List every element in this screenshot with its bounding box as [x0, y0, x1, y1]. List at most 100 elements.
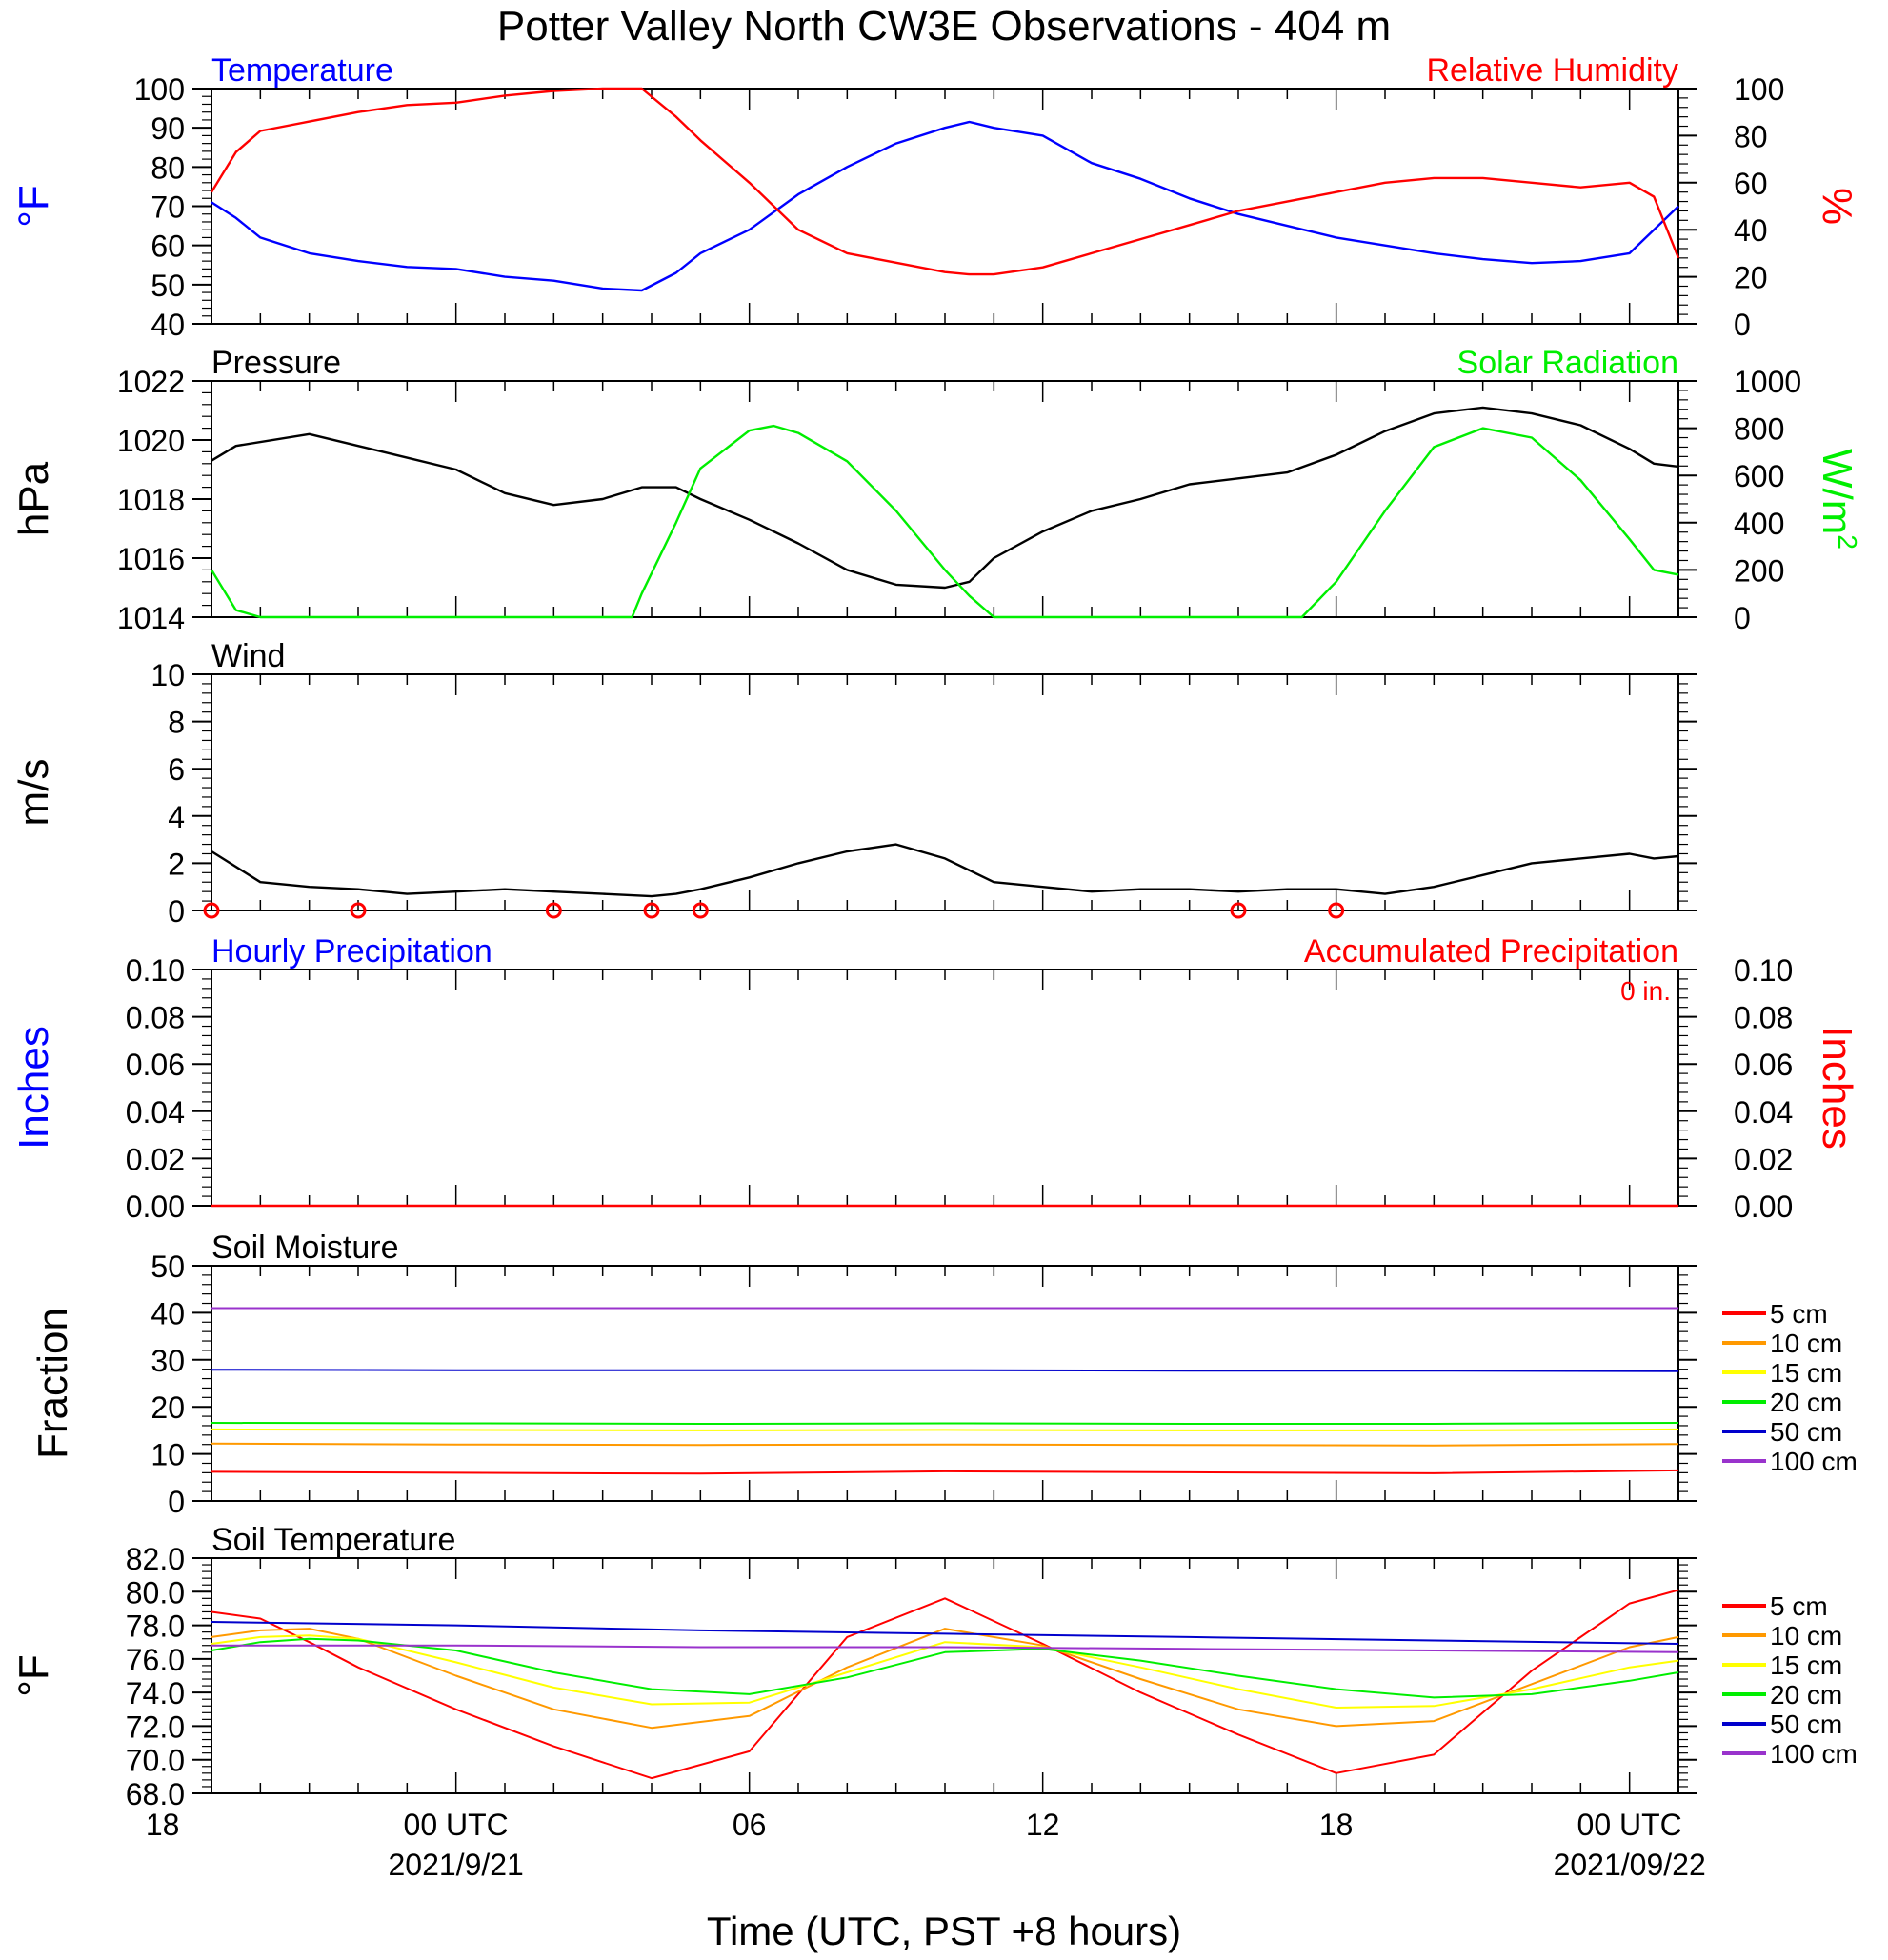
y-tick-label: 0.00: [126, 1190, 185, 1224]
y-tick-label: 70.0: [126, 1744, 185, 1778]
series-line-10-cm: [211, 1442, 1679, 1447]
y-tick-label: 72.0: [126, 1710, 185, 1744]
calm-wind-marker: [643, 902, 660, 919]
legend-label: 20 cm: [1770, 1388, 1842, 1417]
plot-frame: [211, 969, 1679, 1207]
x-tick-label: 18: [1319, 1808, 1354, 1842]
y-tick-label: 100: [134, 72, 185, 107]
y-tick-label-right: 200: [1734, 553, 1784, 588]
y-tick-label-right: 0.08: [1734, 1001, 1793, 1035]
series-line-100-cm: [211, 1644, 1679, 1653]
y-axis-label-left: m/s: [10, 759, 57, 827]
x-tick-label: 12: [1026, 1808, 1060, 1842]
y-tick-label-right: 60: [1734, 167, 1768, 201]
series-line-temperature: [211, 120, 1679, 292]
y-tick-label: 1014: [117, 601, 185, 635]
series-line-50-cm: [211, 1369, 1679, 1372]
legend-label: 5 cm: [1770, 1591, 1828, 1621]
y-tick-label-right: 600: [1734, 459, 1784, 493]
y-tick-label-right: 0.04: [1734, 1095, 1793, 1130]
legend-label: 10 cm: [1770, 1329, 1842, 1358]
y-tick-label-right: 0.06: [1734, 1048, 1793, 1082]
y-tick-label: 8: [168, 706, 185, 740]
calm-wind-marker: [1230, 902, 1247, 919]
panel-precipitation: 0.00 0.02 0.04 0.06 0.08 0.10 0.00 0.02 0.04 0.06…: [10, 933, 1860, 1224]
panel-title-left: Pressure: [211, 345, 341, 381]
panel-title-left: Hourly Precipitation: [211, 933, 492, 970]
calm-wind-marker: [692, 902, 709, 919]
plot-frame: [211, 88, 1679, 325]
panel-soil_temperature: 68.070.072.074.076.078.080.082.0 Soil Tem…: [10, 1522, 1858, 1811]
y-tick-label: 10: [151, 1438, 185, 1472]
series-line-20-cm: [211, 1422, 1679, 1425]
panel-pressure_solar: 1014 1016 1018 1020 1022 0 200 400 600 800 1000 Pre…: [10, 345, 1862, 635]
y-tick-label: 4: [168, 800, 185, 834]
x-axis-label: Time (UTC, PST +8 hours): [707, 1909, 1181, 1953]
series-line-20-cm: [211, 1637, 1679, 1699]
y-tick-label: 0.10: [126, 953, 185, 988]
legend-label: 10 cm: [1770, 1621, 1842, 1650]
y-tick-label: 80: [151, 150, 185, 185]
legend-label: 5 cm: [1770, 1299, 1828, 1329]
x-tick-label: 18: [146, 1808, 180, 1842]
y-tick-label-right: 0.02: [1734, 1142, 1793, 1176]
y-tick-label-right: 80: [1734, 119, 1768, 153]
y-tick-label: 80.0: [126, 1575, 185, 1610]
y-tick-label: 82.0: [126, 1542, 185, 1576]
series-line-relative-humidity: [210, 87, 1680, 276]
panel-title-right: Solar Radiation: [1457, 345, 1678, 381]
y-tick-label-right: 800: [1734, 412, 1784, 447]
y-tick-label-right: 0: [1734, 601, 1751, 635]
series-line-solar-radiation: [210, 424, 1679, 619]
y-tick-label: 1022: [117, 365, 185, 399]
series-line-50-cm: [211, 1621, 1679, 1645]
y-tick-label: 20: [151, 1390, 185, 1425]
y-axis-label-right: Inches: [1814, 1026, 1860, 1150]
series-line-10-cm: [211, 1628, 1679, 1730]
series-line-5-cm: [211, 1589, 1679, 1780]
plot-frame: [211, 1265, 1679, 1502]
x-tick-label: 00 UTC: [404, 1808, 509, 1842]
y-axis-label-left: Inches: [10, 1026, 57, 1150]
y-tick-label: 2: [168, 847, 185, 881]
y-tick-label-right: 20: [1734, 261, 1768, 295]
y-tick-label: 1016: [117, 542, 185, 576]
calm-wind-marker: [1328, 902, 1345, 919]
y-tick-label-right: 0.00: [1734, 1190, 1793, 1224]
series-line-wind-speed: [211, 843, 1679, 898]
panel-title-left: Wind: [211, 638, 285, 674]
panel-title-right: Accumulated Precipitation: [1304, 933, 1678, 970]
y-tick-label: 70: [151, 190, 185, 225]
y-axis-label-left: hPa: [10, 461, 57, 536]
legend-label: 20 cm: [1770, 1680, 1842, 1710]
y-tick-label: 1020: [117, 424, 185, 458]
y-tick-label: 60: [151, 230, 185, 264]
y-tick-label-right: 40: [1734, 213, 1768, 248]
legend-label: 100 cm: [1770, 1447, 1858, 1476]
y-tick-label: 68.0: [126, 1777, 185, 1811]
y-tick-label-right: 0: [1734, 308, 1751, 342]
y-axis-label-left: Fraction: [30, 1308, 76, 1459]
y-tick-label: 74.0: [126, 1676, 185, 1710]
y-tick-label: 0.06: [126, 1048, 185, 1082]
y-tick-label: 0: [168, 894, 185, 929]
x-tick-label: 06: [733, 1808, 767, 1842]
panel-title-left: Soil Temperature: [211, 1522, 455, 1558]
y-tick-label: 40: [151, 1296, 185, 1330]
y-axis-label-left: °F: [10, 1654, 57, 1696]
y-tick-label: 78.0: [126, 1610, 185, 1644]
panel-title-right: Relative Humidity: [1426, 52, 1678, 89]
y-tick-label: 1018: [117, 483, 185, 517]
panel-title-left: Soil Moisture: [211, 1230, 399, 1266]
panel-wind: 0 2 4 6 8 10 Wind m/s: [10, 638, 1697, 929]
y-axis-label-left: °F: [10, 185, 57, 227]
plot-frame: [211, 673, 1679, 911]
y-axis-label-superscript: 2: [1833, 534, 1862, 550]
y-tick-label: 90: [151, 111, 185, 146]
y-tick-label-right: 1000: [1734, 365, 1801, 399]
calm-wind-marker: [545, 902, 562, 919]
y-tick-label: 76.0: [126, 1643, 185, 1677]
accumulated-total-label: 0 in.: [1620, 976, 1671, 1006]
